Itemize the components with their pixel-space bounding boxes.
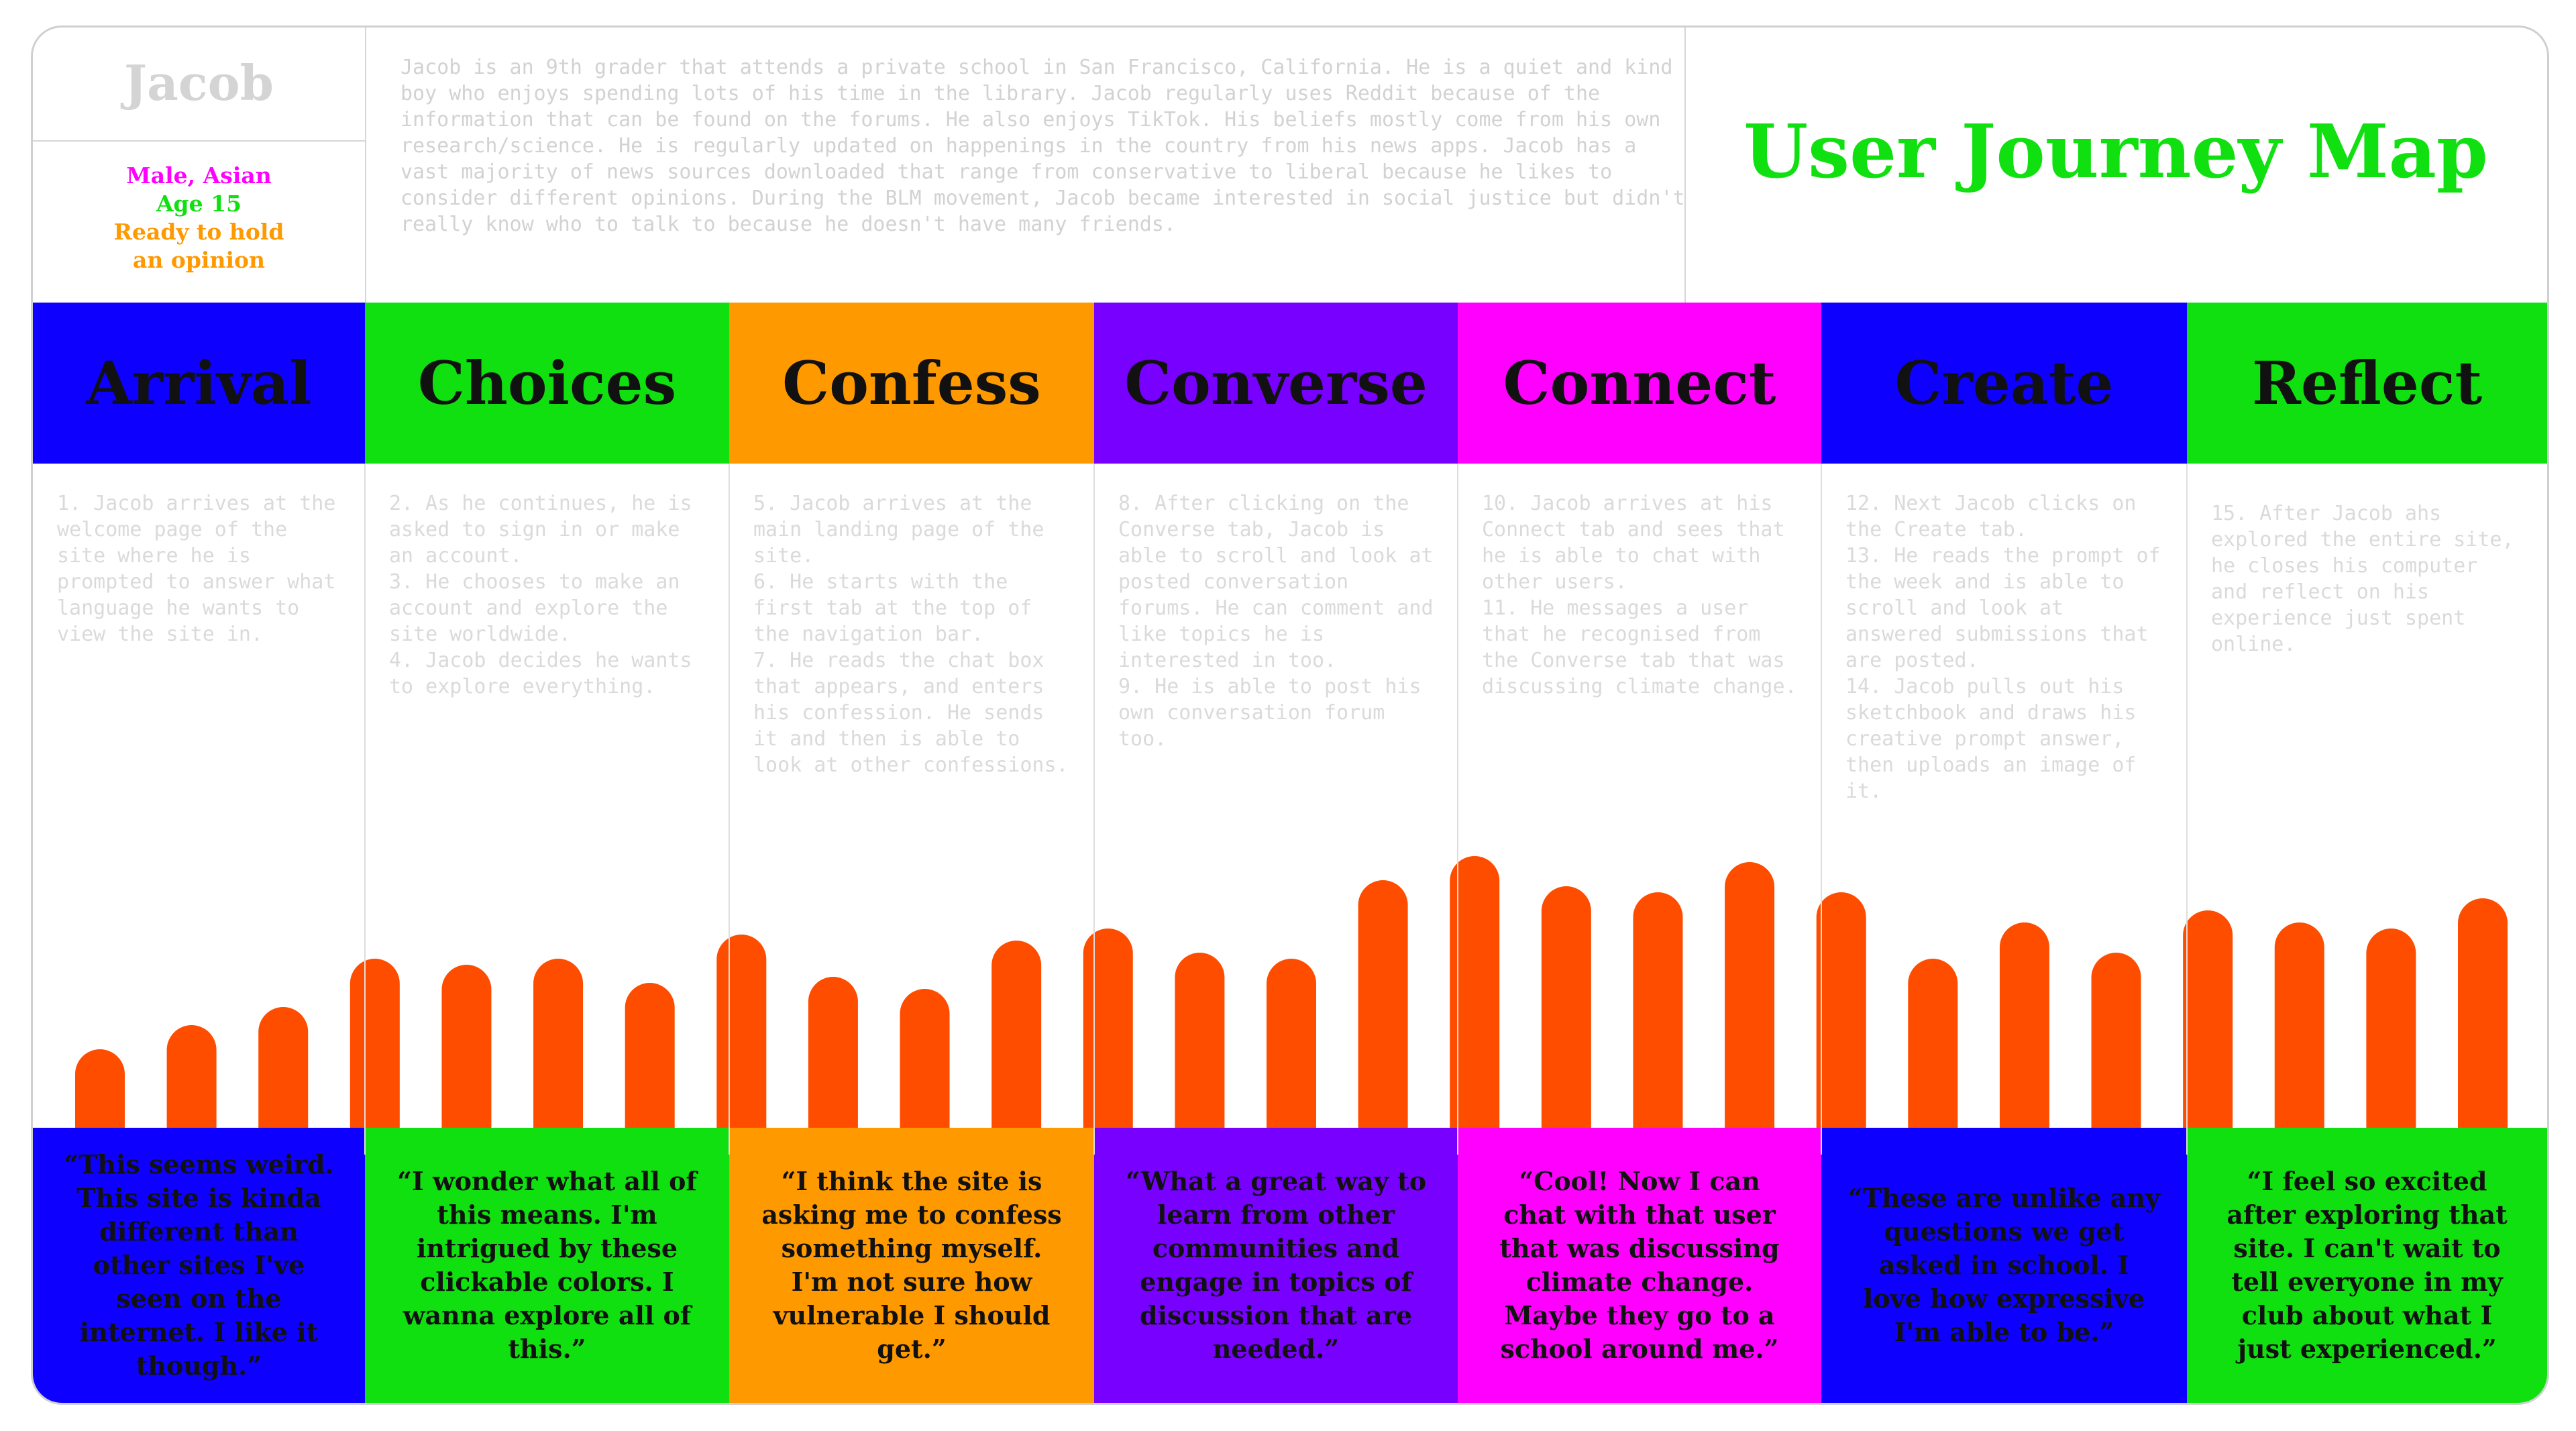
emotion-bar [1633, 892, 1683, 1128]
stage-header-reflect: Reflect [2187, 303, 2547, 464]
emotion-bar [1725, 862, 1775, 1128]
column-divider [1093, 464, 1095, 1155]
emotion-bar [1541, 886, 1591, 1128]
emotion-bar [1358, 880, 1408, 1128]
emotion-bar [2183, 910, 2233, 1128]
stage-quote-connect: “Cool! Now I can chat with that user tha… [1458, 1128, 1821, 1403]
stage-description-arrival: 1. Jacob arrives at the welcome page of … [57, 492, 348, 646]
quote-text: “These are unlike any questions we get a… [1848, 1183, 2160, 1347]
persona-name: Jacob [124, 54, 274, 111]
emotion-bar [1083, 929, 1133, 1128]
stage-description-converse: 8. After clicking on the Converse tab, J… [1118, 492, 1434, 751]
divider [1684, 28, 1686, 303]
persona-attributes: Male, Asian Age 15 Ready to hold an opin… [33, 162, 365, 274]
stage-quote-confess: “I think the site is asking me to confes… [729, 1128, 1094, 1403]
stage-quote-create: “These are unlike any questions we get a… [1821, 1128, 2187, 1403]
stage-header-arrival: Arrival [33, 303, 365, 464]
emotion-bar [1175, 953, 1225, 1128]
emotion-bar [1908, 959, 1958, 1128]
emotion-bar [808, 977, 858, 1128]
quote-text: “What a great way to learn from other co… [1125, 1166, 1427, 1364]
stage-description-choices: 2. As he continues, he is asked to sign … [389, 492, 692, 698]
emotion-bar [2091, 953, 2141, 1128]
column-divider [729, 464, 730, 1155]
persona-gender-ethnicity: Male, Asian [126, 162, 272, 189]
persona-trait: Ready to hold [113, 219, 284, 245]
emotion-bar [991, 941, 1042, 1128]
emotion-bar [1816, 892, 1866, 1128]
column-divider [1821, 464, 1822, 1155]
stage-quote-choices: “I wonder what all of this means. I'm in… [365, 1128, 729, 1403]
emotion-bar [625, 983, 675, 1128]
stage-description-create: 12. Next Jacob clicks on the Create tab.… [1845, 492, 2161, 803]
column-divider [2186, 464, 2188, 1155]
persona-bio: Jacob is an 9th grader that attends a pr… [400, 56, 1685, 236]
stage-description-confess: 5. Jacob arrives at the main landing pag… [753, 492, 1069, 777]
divider [33, 140, 365, 142]
emotion-bar [716, 935, 767, 1128]
stage-quote-reflect: “I feel so excited after exploring that … [2187, 1128, 2547, 1403]
stage-header-confess: Confess [729, 303, 1094, 464]
persona-card: Jacob Male, Asian Age 15 Ready to hold a… [33, 28, 366, 303]
stage-quote-arrival: “This seems weird. This site is kinda di… [33, 1128, 365, 1403]
stage-header-choices: Choices [365, 303, 729, 464]
emotion-bar [441, 965, 492, 1128]
column-divider [1457, 464, 1458, 1155]
stage-quote-converse: “What a great way to learn from other co… [1094, 1128, 1458, 1403]
journey-map: Jacob Male, Asian Age 15 Ready to hold a… [31, 25, 2549, 1405]
quote-text: “I wonder what all of this means. I'm in… [397, 1166, 697, 1364]
emotion-bar [2366, 929, 2416, 1128]
stage-header-create: Create [1821, 303, 2187, 464]
stage-description-connect: 10. Jacob arrives at his Connect tab and… [1482, 492, 1797, 698]
page-title: User Journey Map [1743, 108, 2488, 195]
emotion-bar [900, 989, 950, 1128]
stage-header-connect: Connect [1458, 303, 1821, 464]
persona-age: Age 15 [156, 191, 242, 217]
emotion-bar [2274, 922, 2324, 1128]
emotion-bar [533, 959, 584, 1128]
stage-header-converse: Converse [1094, 303, 1458, 464]
emotion-bar [350, 959, 400, 1128]
emotion-bar [258, 1007, 309, 1128]
quote-text: “This seems weird. This site is kinda di… [64, 1149, 334, 1381]
emotion-bar [1267, 959, 1316, 1128]
quote-text: “Cool! Now I can chat with that user tha… [1499, 1166, 1780, 1364]
column-divider [364, 464, 366, 1155]
emotion-bar [166, 1025, 217, 1128]
persona-trait-cont: an opinion [132, 247, 266, 273]
quote-text: “I feel so excited after exploring that … [2226, 1166, 2508, 1364]
quote-text: “I think the site is asking me to confes… [761, 1166, 1062, 1364]
emotion-bar [75, 1049, 125, 1128]
emotion-bar [1999, 922, 2049, 1128]
emotion-bar [2458, 898, 2508, 1128]
stage-description-reflect: 15. After Jacob ahs explored the entire … [2211, 502, 2526, 656]
